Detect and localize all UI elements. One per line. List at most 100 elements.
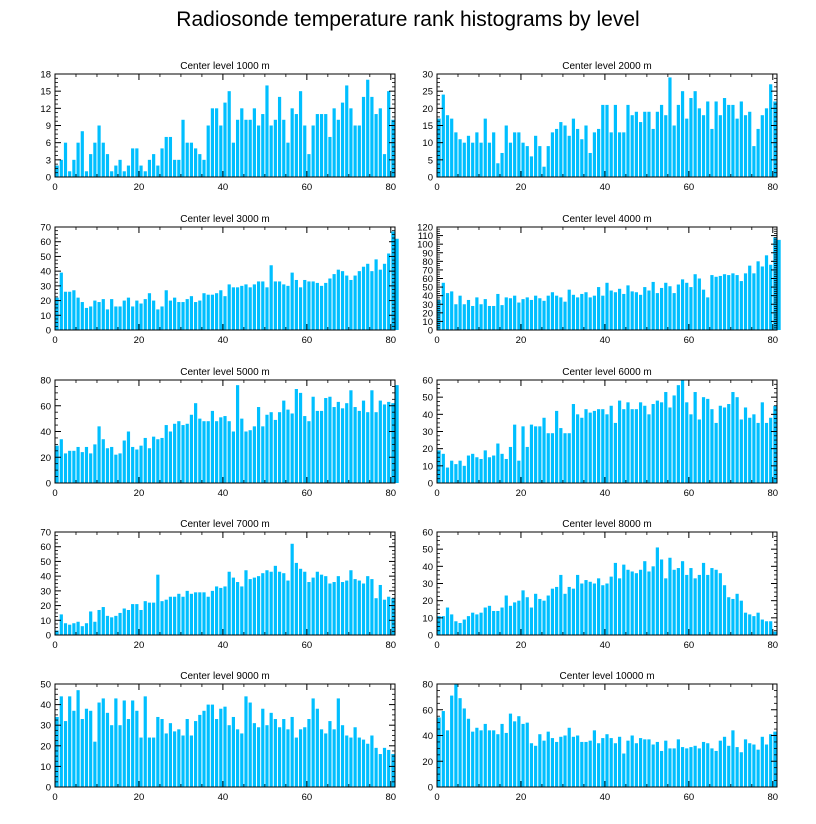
y-tick-label: 25: [422, 87, 433, 98]
histogram-bar: [576, 297, 580, 330]
histogram-bar: [492, 610, 496, 635]
histogram-bar: [525, 446, 529, 483]
histogram-bar: [122, 440, 126, 483]
y-tick-label: 15: [40, 87, 51, 98]
y-tick-label: 50: [40, 252, 51, 263]
histogram-bar: [235, 729, 240, 787]
histogram-bar: [177, 159, 181, 177]
x-tick-label: 60: [302, 335, 313, 346]
histogram-bar: [521, 723, 525, 787]
histogram-bar: [59, 159, 63, 177]
histogram-bar: [282, 119, 286, 177]
x-tick-label: 60: [684, 792, 695, 803]
x-tick-label: 80: [386, 640, 397, 651]
histogram-bar: [718, 115, 722, 177]
y-tick-label: 40: [422, 731, 433, 742]
histogram-bar: [252, 284, 256, 330]
histogram-bar: [706, 101, 710, 177]
x-tick-label: 20: [134, 792, 145, 803]
histogram-bar: [391, 754, 395, 787]
histogram-bar: [231, 431, 235, 483]
histogram-bar: [189, 735, 194, 787]
histogram-bar: [706, 398, 710, 483]
histogram-bar: [630, 735, 634, 787]
histogram-bar: [739, 281, 743, 330]
histogram-bar: [701, 115, 706, 177]
histogram-bar: [668, 286, 672, 330]
histogram-bar: [387, 401, 391, 483]
histogram-bar: [672, 125, 676, 177]
histogram-bar: [567, 586, 571, 635]
histogram-bar: [592, 410, 597, 483]
histogram-bar: [319, 410, 324, 483]
histogram-bar: [722, 736, 727, 787]
histogram-bar: [617, 736, 622, 787]
histogram-bar: [651, 744, 655, 787]
histogram-bar: [198, 300, 202, 330]
histogram-bar: [324, 733, 328, 787]
y-tick-label: 60: [40, 542, 51, 553]
histogram-bar: [743, 612, 748, 635]
histogram-bar: [764, 621, 769, 635]
histogram-bar: [110, 725, 114, 787]
x-tick-label: 40: [218, 488, 229, 499]
histogram-bar: [152, 300, 156, 330]
y-tick-label: 30: [422, 70, 433, 81]
histogram-bar: [248, 579, 252, 635]
y-tick-label: 60: [422, 376, 433, 387]
histogram-bar: [227, 725, 231, 787]
histogram-bar: [727, 745, 731, 787]
histogram-bar: [156, 165, 160, 177]
histogram-bar: [122, 300, 126, 330]
histogram-bar: [324, 576, 328, 635]
histogram-bar: [466, 718, 471, 787]
histogram-bar: [697, 574, 701, 635]
histogram-bar: [143, 601, 147, 635]
histogram-bar: [382, 154, 387, 177]
histogram-bar: [277, 727, 282, 787]
x-tick-label: 60: [684, 488, 695, 499]
y-tick-label: 10: [422, 613, 433, 624]
x-tick-label: 40: [600, 640, 611, 651]
histogram-bar: [597, 287, 601, 330]
x-tick-label: 40: [600, 335, 611, 346]
histogram-bar: [219, 290, 223, 330]
histogram-bar: [349, 737, 353, 787]
histogram-bar: [114, 454, 118, 483]
histogram-bar: [139, 445, 143, 483]
histogram-bar: [517, 302, 521, 330]
histogram-bar: [550, 292, 555, 330]
histogram-bar: [185, 590, 189, 635]
y-tick-label: 60: [422, 528, 433, 539]
histogram-bar: [462, 304, 466, 330]
histogram-bar: [739, 101, 743, 177]
histogram-bar: [534, 593, 538, 635]
histogram-bar: [311, 125, 315, 177]
histogram-bar: [659, 104, 664, 177]
histogram-bar: [748, 111, 752, 177]
histogram-bar: [131, 700, 135, 787]
histogram-bar: [324, 114, 328, 177]
histogram-bar: [269, 125, 273, 177]
histogram-bar: [101, 607, 105, 635]
histogram-bar: [651, 281, 655, 330]
histogram-bar: [647, 290, 651, 330]
histogram-bar: [563, 735, 567, 787]
histogram-bar: [118, 612, 122, 635]
histogram-bar: [529, 424, 534, 483]
histogram-bar: [261, 573, 265, 635]
histogram-bar: [256, 576, 261, 635]
histogram-bar: [685, 574, 689, 635]
histogram-bar: [298, 91, 303, 177]
histogram-bar: [391, 403, 395, 483]
y-tick-label: 10: [40, 311, 51, 322]
histogram-bar: [756, 128, 760, 177]
histogram-bar: [210, 410, 215, 483]
y-tick-label: 40: [40, 427, 51, 438]
histogram-bar: [655, 741, 659, 787]
histogram-bar: [471, 453, 475, 483]
histogram-bar: [215, 719, 219, 787]
histogram-bar: [664, 115, 668, 177]
histogram-bar: [756, 612, 760, 635]
